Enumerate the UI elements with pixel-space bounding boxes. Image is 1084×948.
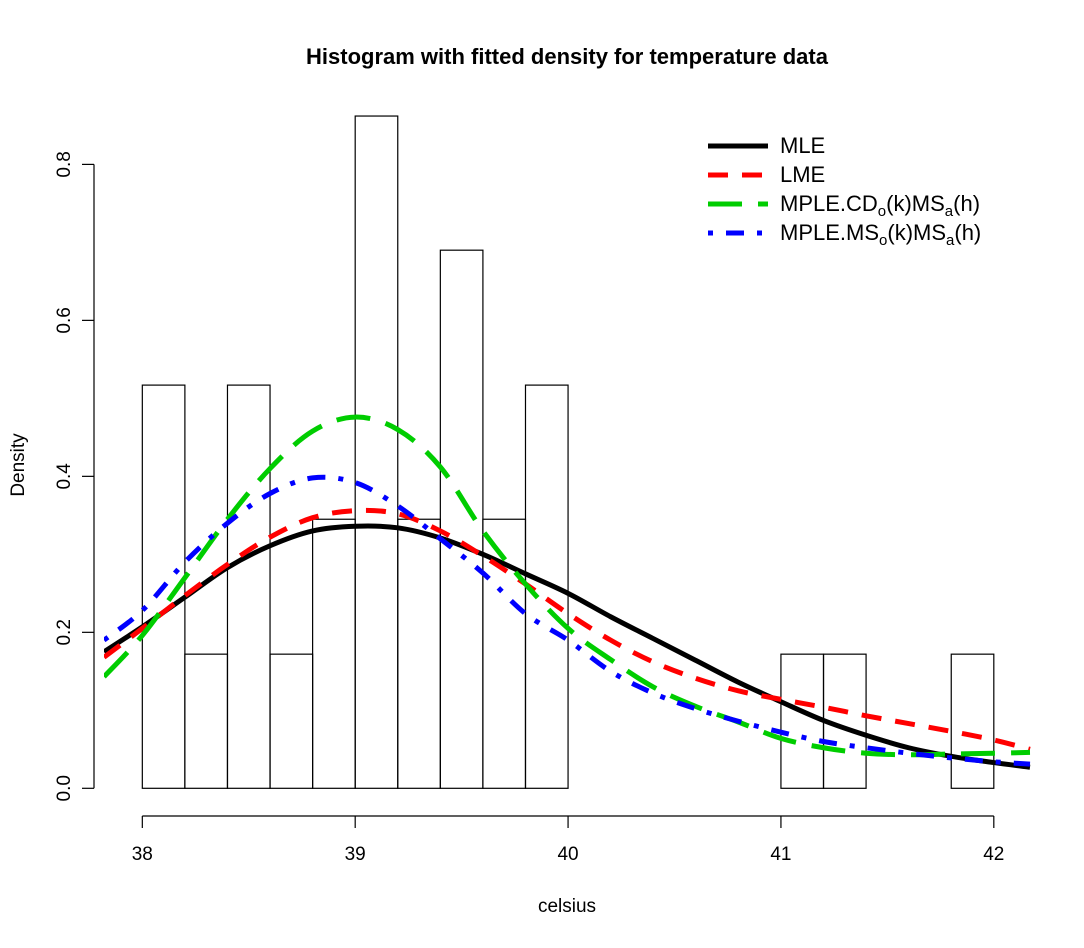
histogram-bar-20 xyxy=(950,653,995,789)
axes: 38 39 40 41 42 0.0 0.2 0.4 0.6 0.8 xyxy=(54,151,1004,865)
y-tick-label-0.2: 0.2 xyxy=(54,619,75,645)
y-axis-label: Density xyxy=(8,433,29,497)
legend-item-mle-label: MLE xyxy=(780,133,825,158)
x-tick-label-38: 38 xyxy=(132,844,153,865)
y-tick-label-0.0: 0.0 xyxy=(54,775,75,801)
x-tick-label-40: 40 xyxy=(557,844,578,865)
y-tick-label-0.6: 0.6 xyxy=(54,307,75,333)
mle-density-curve xyxy=(104,523,1031,770)
histogram-bar-6 xyxy=(354,115,399,789)
density-curves xyxy=(104,414,1031,770)
legend-item-mple-cd: MPLE.CDo(k)MSa(h) xyxy=(708,191,980,220)
legend-item-mple-ms: MPLE.MSo(k)MSa(h) xyxy=(708,220,981,249)
y-tick-label-0.8: 0.8 xyxy=(54,151,75,177)
legend-item-lme: LME xyxy=(708,162,825,187)
y-tick-label-0.4: 0.4 xyxy=(54,463,75,490)
histogram-bar-1 xyxy=(141,384,186,789)
legend-item-mple-cd-label: MPLE.CDo(k)MSa(h) xyxy=(780,191,980,220)
mple-cd-density-curve xyxy=(104,414,1031,758)
x-axis-label: celsius xyxy=(538,896,596,917)
legend-item-mple-ms-label: MPLE.MSo(k)MSa(h) xyxy=(780,220,981,249)
legend: MLE LME MPLE.CDo(k)MSa(h)MPLE.MSo(k)MSa(h) xyxy=(708,133,981,249)
histogram-bar-3 xyxy=(226,384,271,789)
x-tick-label-39: 39 xyxy=(345,844,366,865)
x-tick-label-41: 41 xyxy=(770,844,791,865)
x-tick-label-42: 42 xyxy=(983,844,1004,865)
legend-item-mle: MLE xyxy=(708,133,825,158)
lme-density-curve xyxy=(104,507,1031,752)
mple-ms-density-curve xyxy=(104,474,1031,767)
legend-item-lme-label: LME xyxy=(780,162,825,187)
chart-title: Histogram with fitted density for temper… xyxy=(306,44,829,69)
